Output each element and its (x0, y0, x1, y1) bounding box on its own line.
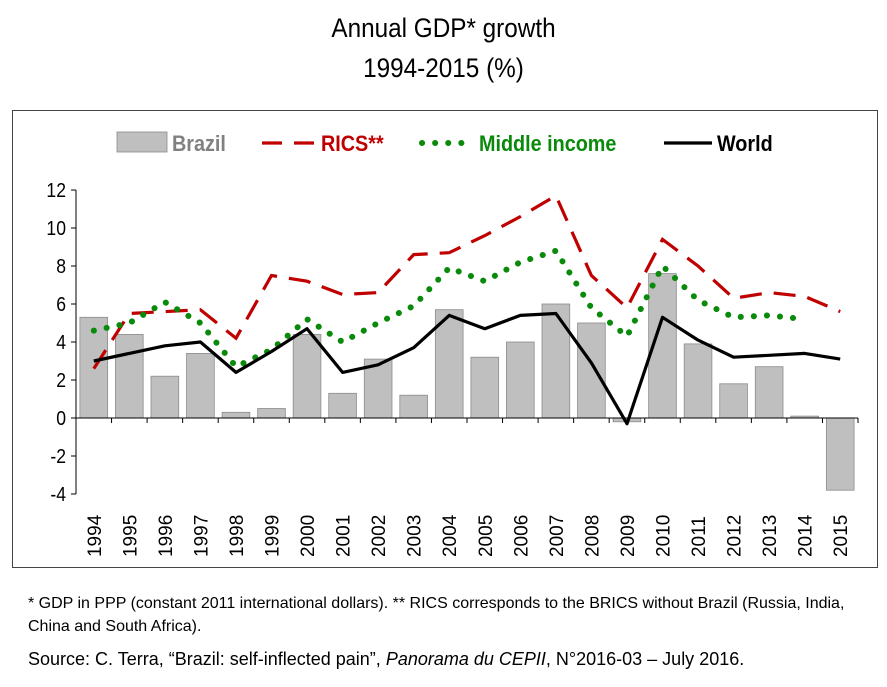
bar-brazil-1996 (150, 375, 180, 419)
x-tick-label-2012: 2012 (725, 515, 746, 557)
y-tick-label: 6 (56, 293, 66, 315)
y-tick-label: 10 (46, 217, 66, 239)
bar-brazil-2002 (363, 358, 393, 419)
y-tick-label: -4 (50, 483, 66, 505)
gdp-growth-chart: -4 -2 0 2 4 6 8 10 12 1994 1995 1996 1997 1998 1999 200… (46, 131, 859, 557)
source-note: Source: C. Terra, “Brazil: self-inflecte… (28, 649, 878, 670)
line-middle-income (90, 247, 808, 371)
x-tick-label-1997: 1997 (191, 515, 212, 557)
y-tick-label: 8 (56, 255, 66, 277)
bar-brazil-2007 (541, 303, 571, 419)
line-world (93, 311, 841, 426)
bar-brazil-2001 (328, 392, 357, 419)
bar-brazil-1995 (115, 333, 144, 419)
x-tick-label-2003: 2003 (405, 515, 426, 557)
x-tick-label-2002: 2002 (369, 515, 390, 557)
chart-title-line2: 1994-2015 (%) (363, 53, 524, 83)
x-tick-label-1996: 1996 (156, 515, 177, 557)
legend-label-brazil: Brazil (172, 132, 226, 156)
bar-brazil-2000 (292, 333, 322, 419)
bar-brazil-2008 (577, 322, 606, 419)
legend-label-rics: RICS** (321, 132, 384, 156)
x-tick-label-1998: 1998 (227, 515, 248, 557)
bar-brazil-2003 (399, 394, 428, 419)
plot-frame (12, 110, 878, 568)
x-tick-label-2008: 2008 (582, 515, 603, 557)
x-tick-label-2006: 2006 (511, 515, 532, 557)
x-tick-label-2015: 2015 (831, 515, 852, 557)
source-prefix: Source: C. Terra, “Brazil: self-inflecte… (28, 649, 386, 669)
legend-label-middle-income: Middle income (479, 132, 616, 156)
x-tick-label-2001: 2001 (334, 515, 355, 557)
x-tick-label-2011: 2011 (689, 516, 710, 557)
bar-brazil-1997 (186, 352, 215, 419)
chart-title-line1: Annual GDP* growth (331, 13, 556, 43)
x-tick-label-2007: 2007 (547, 515, 568, 557)
bar-brazil-2015 (825, 417, 855, 491)
x-tick-label-2004: 2004 (440, 514, 461, 557)
bar-brazil-2006 (506, 341, 535, 419)
legend-swatch-brazil (116, 131, 168, 153)
y-tick-label: 2 (56, 369, 66, 391)
source-suffix: , N°2016-03 – July 2016. (545, 649, 745, 669)
bar-brazil-2011 (683, 343, 713, 419)
x-tick-label-2009: 2009 (618, 515, 639, 557)
bar-brazil-2012 (719, 383, 748, 419)
bar-brazil-1999 (257, 408, 286, 419)
x-tick-label-2013: 2013 (760, 515, 781, 557)
x-tick-label-1995: 1995 (120, 515, 141, 557)
x-tick-label-2014: 2014 (796, 514, 817, 557)
x-tick-label-1999: 1999 (263, 515, 284, 557)
x-tick-label-2005: 2005 (476, 515, 497, 557)
bar-brazil-1998 (221, 411, 251, 419)
y-tick-label: 12 (46, 179, 66, 201)
x-tick-label-2010: 2010 (654, 515, 675, 557)
line-rics (92, 193, 841, 370)
bar-brazil-2013 (754, 366, 784, 419)
x-tick-label-2000: 2000 (298, 515, 319, 557)
y-tick-label: -2 (50, 445, 66, 467)
x-tick-label-1994: 1994 (85, 514, 106, 557)
source-publication: Panorama du CEPII (385, 649, 546, 669)
footnote: * GDP in PPP (constant 2011 internationa… (28, 595, 845, 635)
legend-label-world: World (717, 132, 773, 156)
y-tick-label: 0 (56, 407, 66, 429)
y-tick-label: 4 (56, 331, 66, 353)
bar-brazil-2005 (470, 356, 500, 419)
